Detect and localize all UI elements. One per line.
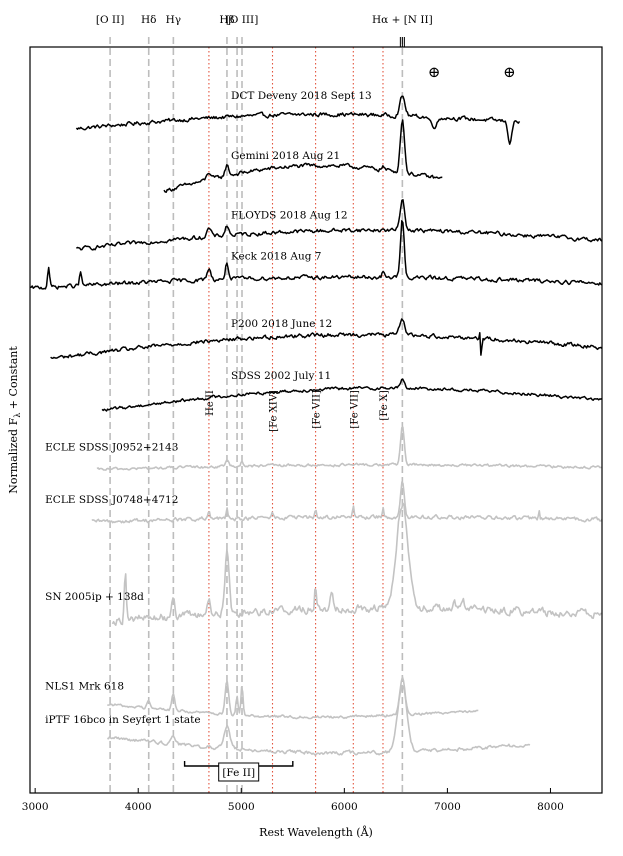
- series-group: DCT Deveny 2018 Sept 13 Gemini 2018 Aug 2…: [29, 90, 603, 756]
- plot-frame: [29, 46, 603, 794]
- gray-line-label: [O II]: [96, 14, 124, 26]
- series-label: Keck 2018 Aug 7: [231, 251, 322, 263]
- series-line: [29, 220, 603, 290]
- series-label: ECLE SDSS J0748+4712: [45, 494, 178, 506]
- series-label: P200 2018 June 12: [231, 318, 332, 330]
- gray-line-label: Hδ: [141, 14, 156, 26]
- series-line: [101, 378, 603, 412]
- x-tick-label: 5000: [228, 801, 255, 813]
- series-line: [107, 676, 479, 720]
- annotation-group: ⊕ ⊕ [Fe II]: [183, 63, 516, 782]
- series-line: [163, 119, 443, 193]
- x-axis-label: Rest Wavelength (Å): [259, 825, 373, 839]
- fe-ii-label: [Fe II]: [222, 767, 255, 779]
- series-line: [75, 199, 603, 251]
- series-label: iPTF 16bco in Seyfert 1 state: [45, 714, 200, 726]
- fe-ii-box: [218, 762, 260, 782]
- series-line: [107, 684, 531, 756]
- series-label: SN 2005ip + 138d: [45, 591, 144, 603]
- telluric-marker: ⊕: [428, 63, 441, 81]
- gray-line-label: Hγ: [166, 14, 181, 26]
- red-line-label: [Fe VII]: [312, 390, 323, 429]
- series-label: SDSS 2002 July 11: [231, 370, 331, 382]
- red-dotted-line-group: He II [Fe XIV] [Fe VII] [Fe VII] [Fe X]: [205, 47, 390, 793]
- series-label: ECLE SDSS J0952+2143: [45, 442, 178, 454]
- x-tick-label: 6000: [331, 801, 358, 813]
- series-line: [50, 318, 603, 360]
- gray-line-label: [O III]: [226, 14, 259, 26]
- series-label: DCT Deveny 2018 Sept 13: [231, 90, 372, 102]
- gray-dashed-line-group: [O II] Hδ Hγ Hβ[O III] Hα + [N II]: [96, 14, 433, 793]
- telluric-marker: ⊕: [503, 63, 516, 81]
- x-tick-label: 3000: [22, 801, 49, 813]
- series-line: [91, 481, 603, 524]
- x-tick-label: 8000: [537, 801, 564, 813]
- series-line: [111, 502, 603, 627]
- series-label: FLOYDS 2018 Aug 12: [231, 210, 348, 222]
- red-line-label: [Fe VII]: [349, 390, 360, 429]
- series-line: [96, 426, 603, 471]
- x-ticks: 3000 4000 5000 6000 7000 8000: [22, 788, 564, 813]
- gray-line-label: Hβ: [219, 14, 234, 26]
- red-line-label: [Fe X]: [379, 390, 390, 421]
- y-axis-label-rest: + Constant: [7, 346, 20, 413]
- x-tick-label: 7000: [434, 801, 461, 813]
- series-label: Gemini 2018 Aug 21: [231, 150, 340, 162]
- series-line: [75, 95, 521, 145]
- y-axis-label-main: Normalized F: [7, 417, 20, 493]
- x-tick-label: 4000: [125, 801, 152, 813]
- gray-line-label: Hα + [N II]: [372, 14, 433, 26]
- y-axis-label-sub: λ: [13, 413, 22, 418]
- red-line-label: He II: [205, 390, 216, 416]
- red-line-label: [Fe XIV]: [269, 390, 280, 432]
- series-label: NLS1 Mrk 618: [45, 680, 124, 692]
- y-axis-label: Normalized Fλ + Constant: [7, 346, 22, 494]
